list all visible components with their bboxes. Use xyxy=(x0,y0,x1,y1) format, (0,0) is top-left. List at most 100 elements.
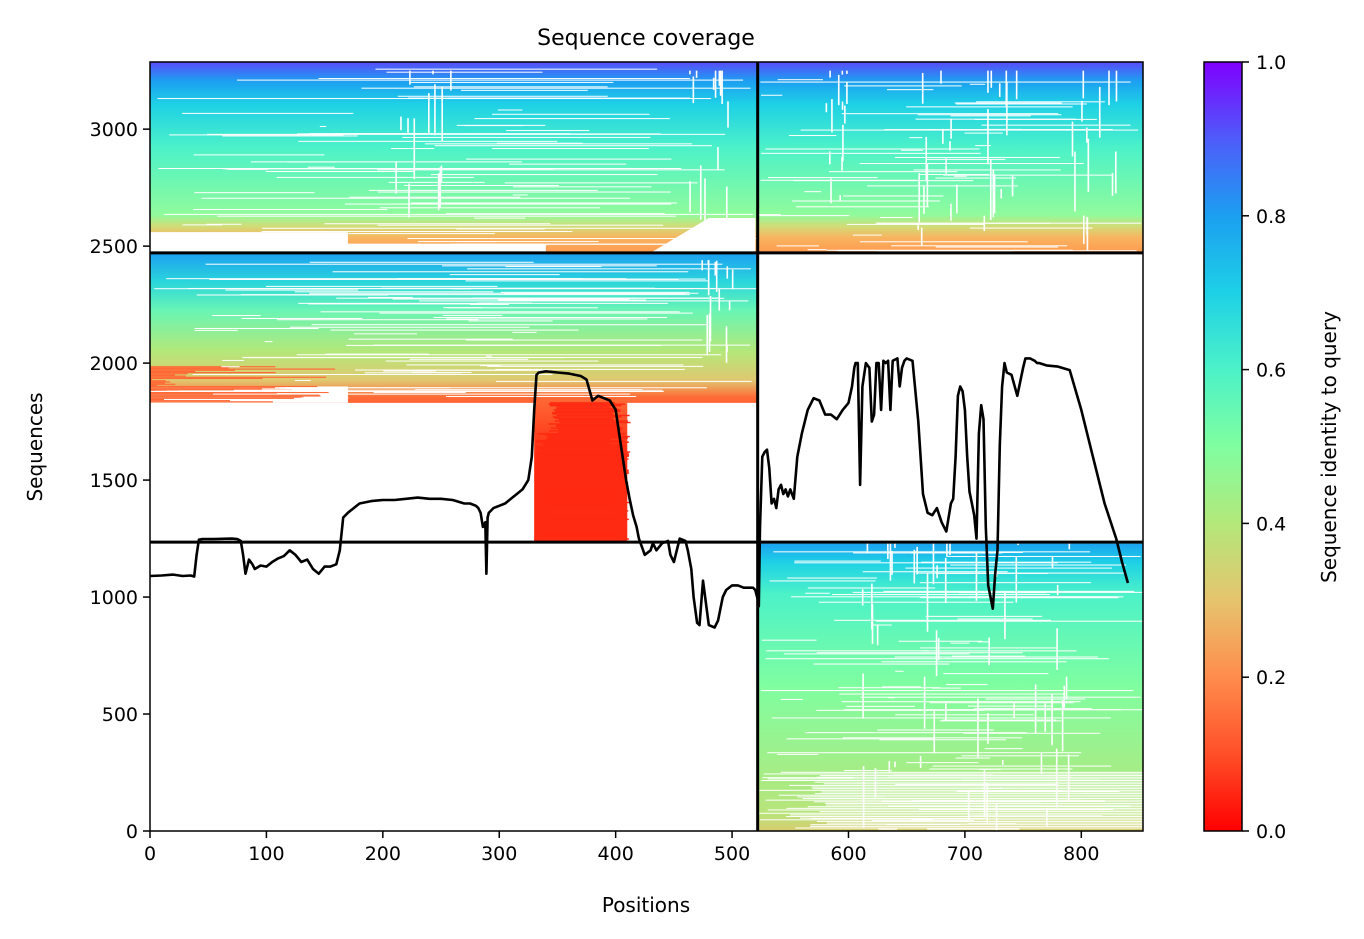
msa-gap xyxy=(1040,752,1043,774)
msa-gap xyxy=(919,597,1119,599)
msa-gap xyxy=(377,224,664,226)
msa-gap xyxy=(1011,175,1014,197)
msa-gap xyxy=(353,333,417,335)
x-tick-label: 600 xyxy=(830,843,866,865)
msa-row xyxy=(537,447,622,449)
msa-gap xyxy=(308,303,492,305)
msa-gap xyxy=(988,637,990,666)
msa-gap xyxy=(712,77,715,90)
msa-row xyxy=(535,465,610,467)
msa-gap xyxy=(222,135,358,137)
msa-gap xyxy=(831,594,1051,596)
msa-gap xyxy=(977,641,990,643)
msa-row xyxy=(542,484,618,487)
msa-gap xyxy=(958,790,1063,792)
msa-gap xyxy=(704,178,706,231)
msa-gap xyxy=(1115,70,1118,102)
msa-row xyxy=(535,441,630,443)
msa-gap xyxy=(989,159,992,220)
msa-gap xyxy=(895,670,904,672)
msa-gap xyxy=(944,557,947,604)
msa-gap xyxy=(841,113,1059,115)
msa-gap xyxy=(813,663,950,665)
msa-gap xyxy=(889,543,892,581)
msa-gap xyxy=(225,289,359,291)
msa-gap xyxy=(324,223,551,225)
msa-gap xyxy=(424,143,692,145)
msa-gap xyxy=(929,702,1074,704)
msa-row xyxy=(150,383,176,385)
msa-gap xyxy=(1034,684,1037,734)
msa-gap xyxy=(1074,151,1076,212)
msa-gap xyxy=(765,799,1143,801)
msa-gap xyxy=(816,709,985,711)
y-tick-label: 2500 xyxy=(90,236,138,258)
msa-gap xyxy=(894,156,1060,158)
msa-gap xyxy=(442,314,503,316)
msa-gap xyxy=(804,191,822,193)
msa-row xyxy=(541,507,621,509)
msa-gap xyxy=(894,761,896,768)
msa-gap xyxy=(768,177,878,179)
msa-gap xyxy=(1061,700,1064,752)
msa-gap xyxy=(871,819,974,821)
msa-gap xyxy=(413,118,416,180)
msa-row xyxy=(544,510,629,512)
msa-gap xyxy=(913,549,916,584)
msa-row xyxy=(554,420,629,422)
msa-row xyxy=(556,407,618,410)
y-tick-label: 1500 xyxy=(90,470,138,492)
msa-gap xyxy=(233,389,663,391)
msa-gap xyxy=(794,560,881,562)
msa-gap xyxy=(725,186,728,225)
msa-gap xyxy=(937,638,940,660)
msa-row xyxy=(558,428,622,431)
msa-row xyxy=(546,492,624,494)
msa-gap xyxy=(276,176,474,178)
msa-row xyxy=(150,375,186,377)
msa-gap xyxy=(819,811,1143,813)
msa-gap xyxy=(842,737,1022,739)
msa-gap xyxy=(874,768,877,798)
msa-gap xyxy=(942,128,944,144)
msa-row xyxy=(535,479,619,481)
msa-gap xyxy=(261,230,573,232)
msa-gap xyxy=(852,234,882,236)
msa-row xyxy=(542,463,615,466)
msa-gap xyxy=(987,109,989,165)
msa-gap xyxy=(843,195,944,197)
msa-gap xyxy=(274,387,707,389)
msa-gap xyxy=(925,158,1006,160)
msa-gap xyxy=(309,261,534,263)
msa-gap xyxy=(434,145,712,147)
msa-gap xyxy=(1006,82,1008,136)
msa-gap xyxy=(790,814,1143,816)
msa-gap xyxy=(888,697,895,699)
msa-gap xyxy=(898,640,983,642)
msa-gap xyxy=(944,709,1143,711)
msa-gap xyxy=(895,714,1034,716)
msa-gap xyxy=(975,551,978,601)
msa-row xyxy=(538,483,619,485)
msa-row xyxy=(150,387,285,389)
msa-row xyxy=(543,490,621,493)
msa-gap xyxy=(222,359,245,361)
msa-gap xyxy=(407,118,409,133)
msa-row xyxy=(550,427,623,429)
msa-gap xyxy=(876,250,1014,252)
msa-gap xyxy=(949,543,951,556)
msa-gap xyxy=(990,70,993,88)
msa-gap xyxy=(706,315,709,356)
msa-row xyxy=(150,381,171,383)
msa-gap xyxy=(846,82,848,104)
msa-gap xyxy=(279,387,450,389)
msa-gap xyxy=(1000,189,1003,199)
msa-gap xyxy=(805,732,1027,734)
msa-gap xyxy=(778,794,1143,796)
msa-gap xyxy=(912,800,1105,802)
msa-gap xyxy=(817,796,1143,798)
msa-gap xyxy=(945,703,947,721)
msa-gap xyxy=(761,152,981,154)
msa-row xyxy=(544,462,621,464)
